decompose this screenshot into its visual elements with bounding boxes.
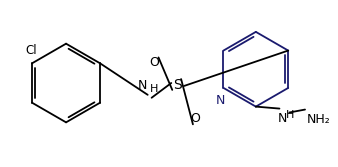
Text: H: H — [150, 84, 158, 94]
Text: S: S — [173, 78, 182, 92]
Text: O: O — [190, 112, 200, 125]
Text: N: N — [216, 94, 225, 107]
Text: Cl: Cl — [25, 44, 37, 57]
Text: NH₂: NH₂ — [307, 113, 331, 126]
Text: N: N — [278, 112, 287, 125]
Text: H: H — [286, 110, 295, 120]
Text: O: O — [150, 56, 160, 69]
Text: N: N — [137, 79, 147, 92]
